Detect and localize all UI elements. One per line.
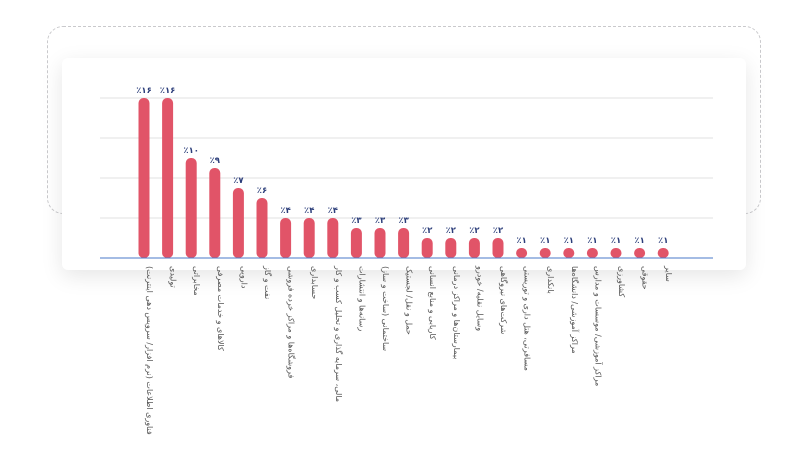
bar bbox=[657, 248, 669, 258]
category-tick-label: نفت و گاز bbox=[263, 265, 273, 299]
bar-value-label: ٪۴ bbox=[304, 206, 314, 216]
category-tick-label: تولیدی bbox=[169, 266, 178, 288]
bar-value-label: ٪۱۶ bbox=[136, 86, 152, 96]
bar bbox=[232, 188, 244, 258]
category-tick-label: بانکداری bbox=[546, 266, 555, 294]
bar bbox=[398, 228, 410, 258]
category-tick-label: کاریابی و منابع انسانی bbox=[428, 266, 437, 340]
category-tick-label: رسانه‌ها و انتشارات bbox=[357, 266, 366, 331]
bar bbox=[280, 218, 292, 258]
bar-value-label: ٪۶ bbox=[257, 186, 267, 196]
bar-value-label: ٪۱ bbox=[516, 236, 526, 246]
bar-value-label: ٪۱ bbox=[611, 236, 621, 246]
category-tick-label: حقوقی bbox=[641, 266, 650, 290]
bar bbox=[421, 238, 433, 258]
category-tick-label: کشاورزی bbox=[617, 266, 626, 297]
category-tick-label: بیمارستان‌ها و مراکز درمانی bbox=[452, 266, 461, 359]
bar bbox=[468, 238, 480, 258]
bar bbox=[303, 218, 315, 258]
category-tick-label: حسابداری bbox=[310, 266, 319, 299]
bar bbox=[327, 218, 339, 258]
category-tick-label: مراکز آموزشی/ موسسات و مدارس bbox=[593, 266, 603, 386]
bar-value-label: ٪۱ bbox=[540, 236, 550, 246]
category-tick-label: مراکز آموزشی/ دانشگاه‌ها bbox=[570, 266, 580, 354]
bar-value-label: ٪۲ bbox=[422, 226, 433, 236]
bar-value-label: ٪۲ bbox=[493, 226, 504, 236]
bar bbox=[445, 238, 457, 258]
category-tick-label: کالاهای و خدمات مصرفی bbox=[216, 266, 225, 351]
bar-value-label: ٪۳ bbox=[351, 216, 362, 226]
bar-value-label: ٪۹ bbox=[210, 156, 221, 166]
bar-value-label: ٪۳ bbox=[375, 216, 386, 226]
bar-value-label: ٪۱۰ bbox=[183, 146, 199, 156]
bar bbox=[256, 198, 268, 258]
bar-value-label: ٪۱ bbox=[564, 236, 574, 246]
category-tick-label: مالی، سرمایه گذاری و تحلیل کسب و کار bbox=[334, 265, 344, 402]
bar bbox=[634, 248, 646, 258]
bar bbox=[374, 228, 386, 258]
bar bbox=[138, 98, 150, 258]
bar bbox=[586, 248, 598, 258]
bar-value-label: ٪۱ bbox=[634, 236, 644, 246]
bar-value-label: ٪۴ bbox=[328, 206, 338, 216]
bar bbox=[162, 98, 174, 258]
bar bbox=[516, 248, 528, 258]
category-tick-label: دارویی bbox=[239, 266, 248, 289]
category-tick-label: شرکت‌های نیروگاهی bbox=[499, 266, 509, 335]
bar-value-label: ٪۱۶ bbox=[160, 86, 176, 96]
bar-value-label: ٪۲ bbox=[469, 226, 480, 236]
bar-value-label: ٪۱ bbox=[658, 236, 668, 246]
category-tick-label: حمل و نقل/ لجستیک bbox=[405, 266, 414, 335]
category-tick-label: مسافرتی، هتل داری و توریستی bbox=[523, 266, 532, 371]
bar bbox=[185, 158, 197, 258]
category-tick-label: مخابراتی bbox=[192, 266, 201, 296]
category-tick-label: ساختمانی (ساخت و ساز) bbox=[381, 266, 390, 351]
bar bbox=[492, 238, 504, 258]
category-tick-label: فروشگاه‌ها و مراکز خرده فروشی bbox=[287, 266, 297, 378]
bar bbox=[610, 248, 622, 258]
bar-value-label: ٪۲ bbox=[446, 226, 457, 236]
bar-value-label: ٪۴ bbox=[280, 206, 290, 216]
bar-value-label: ٪۱ bbox=[587, 236, 597, 246]
bar bbox=[539, 248, 551, 258]
bar bbox=[350, 228, 362, 258]
bar bbox=[563, 248, 575, 258]
bar bbox=[209, 168, 221, 258]
bar-value-label: ٪۳ bbox=[398, 216, 409, 226]
bar-value-label: ٪۷ bbox=[233, 176, 244, 186]
category-tick-label: فناوری اطلاعات (نرم افزار/ سرویس دهی این… bbox=[145, 266, 154, 435]
category-tick-label: وسایل نقلیه/ خودرو bbox=[475, 265, 484, 331]
category-tick-label: سایر bbox=[664, 265, 673, 282]
